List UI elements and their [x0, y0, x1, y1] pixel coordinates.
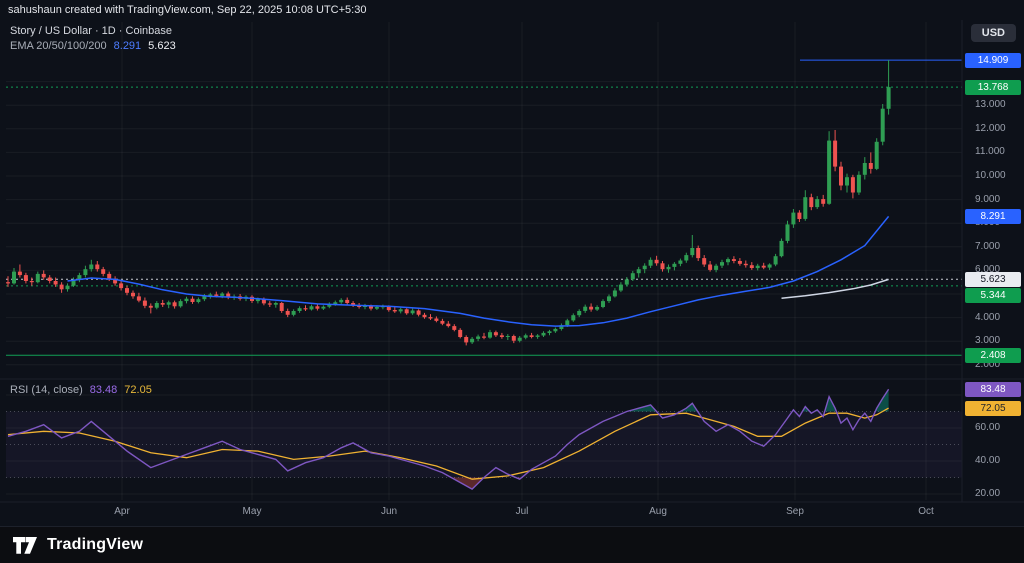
symbol-legend[interactable]: Story / US Dollar · 1D · Coinbase — [10, 25, 172, 37]
price-tick-label: 10.000 — [975, 170, 1006, 181]
price-axis[interactable]: 13.00012.00011.00010.0009.0008.0007.0006… — [962, 0, 1024, 502]
tradingview-logo-icon[interactable] — [12, 536, 38, 555]
rsi-legend[interactable]: RSI (14, close) 83.48 72.05 — [10, 384, 152, 396]
price-tick-label: 7.000 — [975, 240, 1001, 252]
ema-white-line — [781, 278, 889, 299]
price-tick-label: 3.000 — [975, 335, 1001, 347]
time-axis-label: Aug — [649, 506, 667, 517]
rsi-line — [7, 388, 890, 490]
price-tick-label: 11.000 — [975, 146, 1005, 158]
time-axis-label: Apr — [114, 506, 130, 517]
price-tick-label: 4.000 — [975, 311, 1001, 323]
footer-bar: TradingView — [0, 526, 1024, 563]
time-axis-label: Jun — [380, 506, 398, 517]
rsi-overbought-fill — [626, 389, 889, 412]
price-badge: 2.408 — [965, 347, 1021, 363]
horizontal-levels — [6, 59, 962, 356]
ema-value-blue: 8.291 — [113, 40, 142, 52]
time-axis-label: May — [242, 506, 262, 517]
price-tick-label: 6.000 — [975, 264, 1001, 276]
grid-lines — [6, 22, 962, 500]
tradingview-wordmark[interactable]: TradingView — [47, 536, 144, 553]
rsi-value: 83.48 — [89, 384, 118, 396]
rsi-band — [6, 411, 962, 478]
rsi-tick-label: 60.00 — [975, 422, 1001, 433]
price-tick-label: 2.000 — [975, 358, 1001, 370]
ema-legend[interactable]: EMA 20/50/100/200 8.291 5.623 — [10, 40, 176, 52]
rsi-oversold-fill — [451, 477, 522, 490]
price-tick-label: 9.000 — [975, 193, 1001, 205]
rsi-tick-label: 40.00 — [975, 455, 1001, 466]
currency-toggle-button[interactable]: USD — [970, 24, 1016, 42]
candlesticks — [6, 60, 891, 346]
time-axis[interactable]: Apr May Jun Jul Aug Sep Oct — [0, 503, 962, 523]
price-badge: 5.623 — [965, 271, 1021, 287]
price-tick-label: 12.000 — [975, 122, 1006, 134]
price-badge: 5.344 — [965, 287, 1021, 303]
price-tick-label: 13.000 — [975, 99, 1006, 111]
chart-canvas[interactable] — [0, 0, 1024, 525]
time-axis-label: Oct — [918, 506, 934, 517]
ema-label: EMA 20/50/100/200 — [10, 40, 107, 52]
symbol-title: Story / US Dollar · 1D · Coinbase — [10, 25, 172, 37]
rsi-badge: 72.05 — [965, 400, 1021, 416]
time-axis-label: Sep — [786, 506, 804, 517]
rsi-badge: 83.48 — [965, 381, 1021, 397]
price-badge: 13.768 — [965, 79, 1021, 95]
pane-separators — [0, 20, 1024, 503]
attribution-text: sahushaun created with TradingView.com, … — [8, 4, 367, 16]
ema-blue-line — [67, 215, 890, 327]
rsi-axis[interactable]: 60.00 40.00 20.00 83.48 72.05 — [962, 0, 1024, 502]
rsi-tick-label: 20.00 — [975, 488, 1001, 499]
price-badge: 14.909 — [965, 52, 1021, 68]
rsi-label: RSI (14, close) — [10, 384, 83, 396]
price-badge: 8.291 — [965, 208, 1021, 224]
ema-value-white: 5.623 — [148, 40, 176, 52]
rsi-ma-value: 72.05 — [124, 384, 152, 396]
time-axis-label: Jul — [515, 506, 529, 517]
